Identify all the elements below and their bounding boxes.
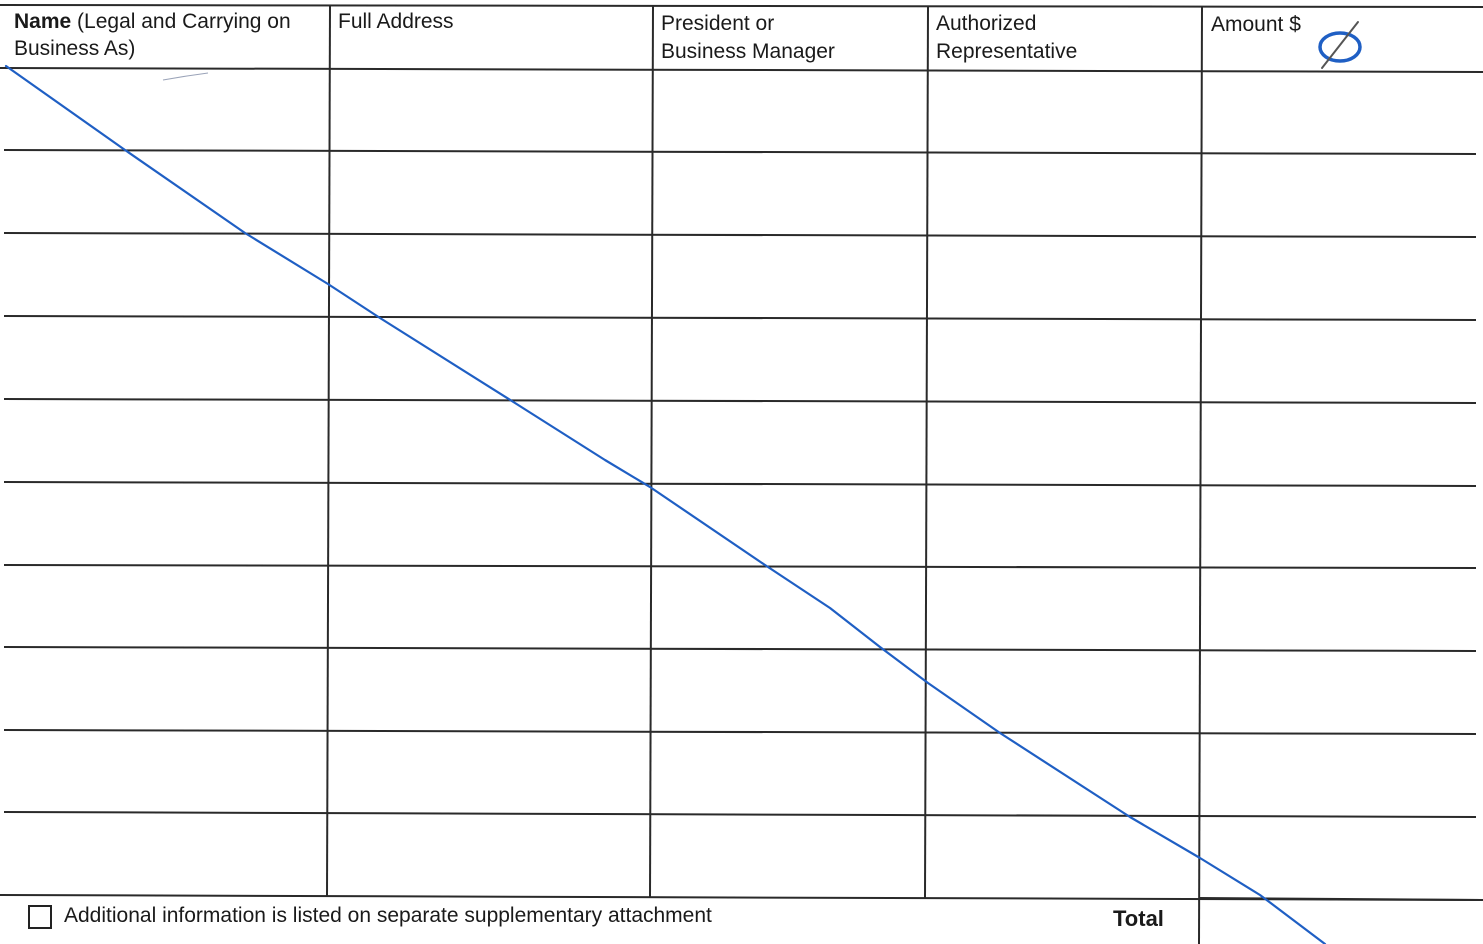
header-authorized-line1: Authorized <box>936 12 1037 35</box>
column-line <box>326 4 331 897</box>
header-address: Full Address <box>338 10 454 33</box>
row-line <box>3 232 1477 238</box>
header-name-line2: Business As) <box>14 37 136 60</box>
total-label: Total <box>1113 906 1164 931</box>
row-line <box>3 481 1477 487</box>
header-authorized: Authorized Representative <box>936 10 1077 66</box>
supplementary-label: Additional information is listed on sepa… <box>64 904 712 927</box>
header-amount: Amount $ <box>1211 13 1301 36</box>
column-line <box>649 5 654 898</box>
row-line <box>3 315 1477 321</box>
header-name: Name (Legal and Carrying on Business As) <box>14 8 291 62</box>
header-president: President or Business Manager <box>661 10 835 66</box>
row-line <box>3 149 1477 155</box>
header-name-bold: Name <box>14 10 72 33</box>
row-line <box>3 811 1477 818</box>
column-line <box>924 6 929 899</box>
header-president-line1: President or <box>661 12 775 35</box>
header-president-line2: Business Manager <box>661 40 835 63</box>
header-name-rest: (Legal and Carrying on <box>71 10 291 33</box>
column-line <box>1198 6 1203 944</box>
supplementary-checkbox[interactable] <box>28 905 52 929</box>
row-line <box>3 646 1477 652</box>
header-authorized-line2: Representative <box>936 40 1078 63</box>
header-bottom-line <box>0 67 1483 73</box>
row-line <box>3 564 1477 569</box>
row-line <box>3 398 1477 404</box>
row-line <box>3 729 1477 735</box>
table-top-border <box>0 4 1483 8</box>
